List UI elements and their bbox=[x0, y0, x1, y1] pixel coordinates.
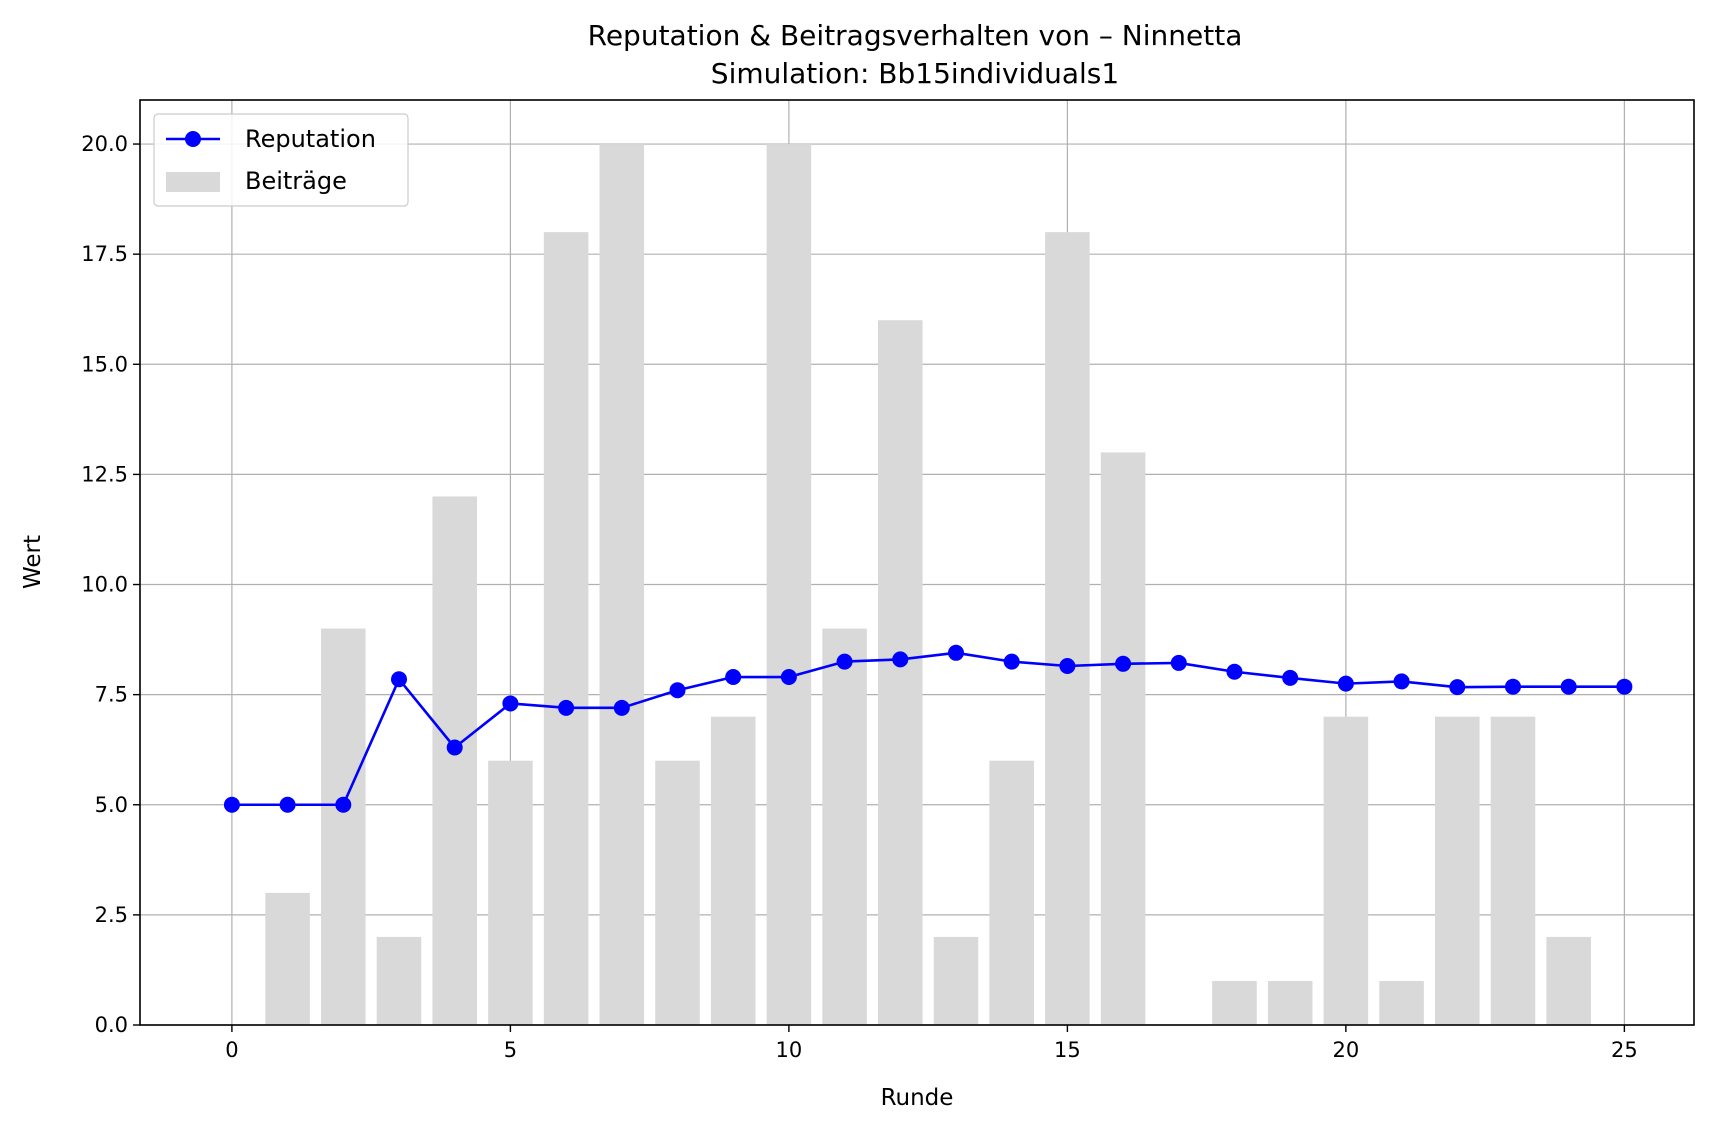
legend-label-beitraege: Beiträge bbox=[245, 167, 347, 195]
chart-title: Reputation & Beitragsverhalten von – Nin… bbox=[588, 19, 1243, 52]
reputation-point bbox=[502, 695, 519, 712]
bar-beitraege bbox=[933, 936, 979, 1025]
reputation-point bbox=[1449, 679, 1466, 696]
bar-beitraege bbox=[1045, 232, 1090, 1026]
y-tick-label: 2.5 bbox=[95, 903, 128, 927]
bar-beitraege bbox=[1212, 980, 1257, 1025]
x-tick-label: 0 bbox=[225, 1038, 238, 1062]
reputation-point bbox=[1226, 663, 1243, 680]
reputation-point bbox=[1003, 653, 1020, 670]
legend-marker-swatch bbox=[185, 131, 201, 147]
bar-beitraege bbox=[655, 760, 700, 1025]
bar-beitraege bbox=[989, 760, 1034, 1025]
reputation-point bbox=[223, 796, 240, 813]
y-tick-label: 20.0 bbox=[81, 132, 128, 156]
y-tick-label: 15.0 bbox=[81, 352, 128, 376]
plot-frame bbox=[139, 99, 1695, 1026]
x-tick-label: 5 bbox=[504, 1038, 517, 1062]
reputation-point bbox=[669, 682, 686, 699]
reputation-point bbox=[1616, 678, 1633, 695]
reputation-point bbox=[1282, 669, 1299, 686]
reputation-point bbox=[725, 669, 742, 686]
reputation-point bbox=[1393, 673, 1410, 690]
bar-beitraege bbox=[710, 716, 756, 1025]
line-series-reputation bbox=[223, 644, 1633, 813]
reputation-point bbox=[391, 671, 407, 688]
x-tick-label: 15 bbox=[1054, 1038, 1081, 1062]
reputation-point bbox=[1504, 678, 1521, 695]
axis-ticks: 0 5 10 15 20 25 0.0 2.5 5.0 7.5 10.0 12.5 15.0 17.5 20… bbox=[81, 132, 1638, 1062]
bar-beitraege bbox=[766, 144, 812, 1026]
reputation-point bbox=[1560, 678, 1577, 695]
bar-beitraege bbox=[878, 320, 923, 1025]
reputation-point bbox=[892, 651, 909, 668]
bar-beitraege bbox=[1267, 980, 1313, 1025]
reputation-point bbox=[1170, 654, 1187, 671]
bar-beitraege bbox=[1379, 980, 1424, 1025]
reputation-point bbox=[947, 644, 964, 661]
x-axis-label: Runde bbox=[881, 1085, 954, 1111]
bar-beitraege bbox=[543, 232, 589, 1026]
x-tick-label: 20 bbox=[1333, 1038, 1360, 1062]
bar-beitraege bbox=[822, 628, 867, 1025]
reputation-point bbox=[279, 796, 296, 813]
bar-beitraege bbox=[321, 628, 366, 1025]
bar-beitraege bbox=[265, 892, 310, 1025]
x-tick-label: 25 bbox=[1611, 1038, 1638, 1062]
bar-beitraege bbox=[488, 760, 533, 1025]
bar-series-beitraege bbox=[265, 144, 1591, 1026]
y-tick-label: 10.0 bbox=[81, 573, 128, 597]
reputation-line bbox=[231, 651, 1625, 807]
y-tick-label: 17.5 bbox=[81, 242, 128, 266]
reputation-point bbox=[558, 699, 575, 716]
legend-bar-swatch bbox=[166, 172, 220, 192]
y-tick-label: 7.5 bbox=[95, 683, 128, 707]
reputation-point bbox=[446, 739, 463, 756]
y-tick-label: 5.0 bbox=[95, 793, 128, 817]
reputation-point bbox=[780, 669, 797, 686]
y-axis-label: Wert bbox=[20, 535, 46, 589]
bar-beitraege bbox=[432, 496, 477, 1025]
bar-beitraege bbox=[1435, 716, 1480, 1025]
reputation-point bbox=[1059, 658, 1076, 675]
legend: Reputation Beiträge bbox=[153, 113, 409, 207]
reputation-point bbox=[836, 653, 853, 670]
bar-beitraege bbox=[599, 144, 645, 1026]
x-tick-label: 10 bbox=[776, 1038, 803, 1062]
reputation-point bbox=[1115, 655, 1132, 672]
bar-beitraege bbox=[1546, 936, 1591, 1025]
y-tick-label: 0.0 bbox=[95, 1013, 128, 1037]
bar-beitraege bbox=[1323, 716, 1369, 1025]
bar-beitraege bbox=[376, 936, 422, 1025]
reputation-point bbox=[613, 699, 630, 716]
legend-label-reputation: Reputation bbox=[245, 125, 376, 153]
y-tick-label: 12.5 bbox=[81, 462, 128, 486]
reputation-point bbox=[335, 796, 352, 813]
reputation-point bbox=[1337, 675, 1354, 692]
chart-subtitle: Simulation: Bb15individuals1 bbox=[711, 57, 1119, 90]
bar-beitraege bbox=[1490, 716, 1536, 1025]
bar-beitraege bbox=[1100, 452, 1146, 1025]
